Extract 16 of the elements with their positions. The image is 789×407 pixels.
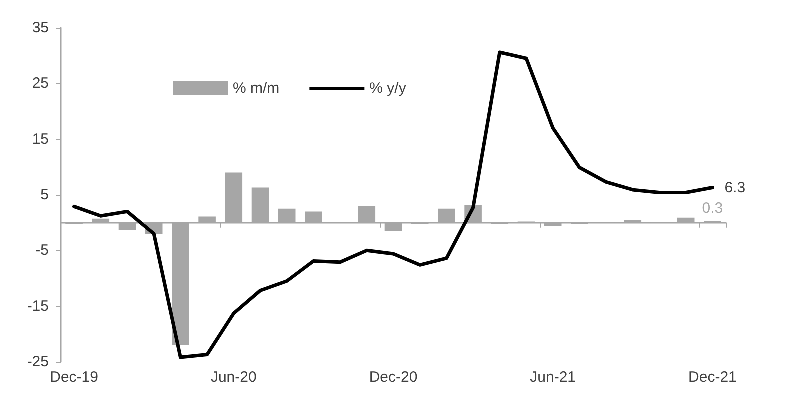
y-tick-label: 35 <box>32 20 49 36</box>
legend-label: % y/y <box>370 80 407 97</box>
legend-label: % m/m <box>233 80 280 97</box>
x-tick-label: Dec-19 <box>50 369 98 386</box>
y-tick-label: 5 <box>40 186 49 204</box>
x-tick-label: Dec-21 <box>688 369 737 386</box>
y-tick-label: 25 <box>32 75 49 92</box>
x-tick-label: Jun-20 <box>210 369 257 386</box>
y-tick-label: -15 <box>27 298 49 315</box>
data-label: 6.3 <box>724 179 746 196</box>
y-tick-label: 15 <box>32 130 49 148</box>
data-label: 0.3 <box>702 200 724 218</box>
x-tick-label: Jun-21 <box>530 369 576 386</box>
y-tick-label: -25 <box>27 354 49 370</box>
y-tick-label: -5 <box>36 242 49 260</box>
x-tick-label: Dec-20 <box>369 369 418 386</box>
